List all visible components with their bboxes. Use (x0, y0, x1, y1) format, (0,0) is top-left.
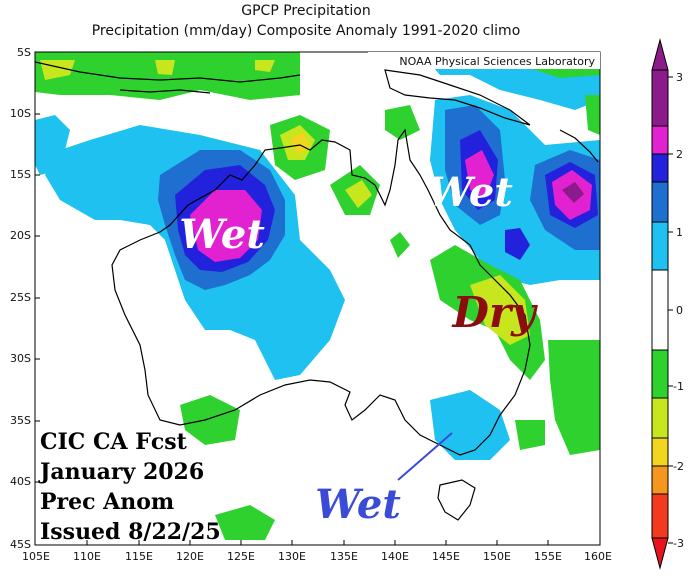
credit-box (368, 52, 600, 69)
coastlines (35, 61, 599, 521)
lat-label: 15S (10, 168, 31, 181)
lon-label: 155E (534, 550, 562, 563)
lon-label: 115E (125, 550, 153, 563)
anomaly-pos-southeast (430, 390, 510, 460)
map-subtitle: Precipitation (mm/day) Composite Anomaly… (91, 23, 521, 39)
tasmania-outline (437, 479, 476, 521)
colorbar-top-arrow (651, 38, 669, 71)
lon-label: 125E (227, 550, 255, 563)
forecast-line-3: Prec Anom (40, 489, 174, 515)
forecast-line-2: January 2026 (38, 459, 204, 485)
lon-label: 140E (381, 550, 409, 563)
lon-label: 145E (432, 550, 460, 563)
wet-pointer-line (397, 432, 453, 481)
lon-label: 130E (278, 550, 306, 563)
lat-label: 40S (10, 475, 31, 488)
new-guinea-outline (384, 69, 531, 126)
colorbar-label: 1 (676, 226, 683, 239)
lon-label: 110E (73, 550, 101, 563)
wet-label-northeast: Wet (427, 169, 513, 216)
lon-label: 150E (483, 550, 511, 563)
colorbar-label: -1 (673, 380, 684, 393)
lon-label: 120E (176, 550, 204, 563)
wet-label-northwest: Wet (179, 211, 265, 258)
forecast-line-1: CIC CA Fcst (40, 429, 188, 455)
lat-label: 25S (10, 291, 31, 304)
lat-label: 30S (10, 352, 31, 365)
lon-labels: 105E 110E 115E 120E 125E 130E 135E 140E … (22, 550, 612, 563)
map-title: GPCP Precipitation (241, 3, 371, 19)
dry-label-east: Dry (452, 288, 539, 337)
colorbar: 3 2 1 0 -1 -2 -3 (651, 38, 684, 570)
colorbar-label: 3 (676, 71, 683, 84)
lat-label: 35S (10, 414, 31, 427)
forecast-line-4: Issued 8/22/25 (40, 519, 221, 545)
lat-labels: 5S 10S 15S 20S 25S 30S 35S 40S 45S (10, 46, 31, 551)
wet-label-southeast: Wet (315, 481, 401, 528)
lat-ticks (35, 51, 40, 483)
credit-text: NOAA Physical Sciences Laboratory (399, 55, 595, 68)
colorbar-label: -2 (673, 460, 684, 473)
colorbar-label: 0 (676, 304, 683, 317)
australia-outline (111, 128, 531, 456)
anomaly-neg1-north (35, 52, 300, 100)
colorbar-label: 2 (676, 148, 683, 161)
colorbar-label: -3 (673, 537, 684, 550)
colorbar-bottom-arrow (651, 537, 669, 570)
lat-label: 10S (10, 107, 31, 120)
lat-label: 5S (17, 46, 31, 59)
lat-label: 20S (10, 229, 31, 242)
lat-label: 45S (10, 538, 31, 551)
indonesia-outline (35, 61, 301, 83)
lon-ticks (86, 540, 549, 545)
lon-label: 105E (22, 550, 50, 563)
lon-label: 160E (584, 550, 612, 563)
lon-label: 135E (330, 550, 358, 563)
